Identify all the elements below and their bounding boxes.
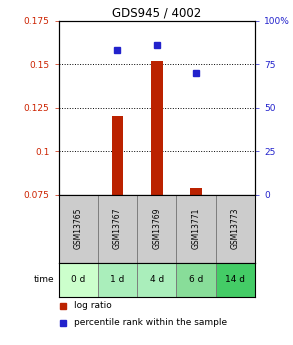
Text: 14 d: 14 d [225, 275, 245, 285]
Text: percentile rank within the sample: percentile rank within the sample [74, 318, 227, 327]
Bar [176, 195, 216, 263]
Bar [137, 195, 176, 263]
Text: GSM13765: GSM13765 [74, 208, 83, 249]
Text: 1 d: 1 d [110, 275, 125, 285]
Text: 0 d: 0 d [71, 275, 86, 285]
Bar [59, 263, 98, 297]
Bar [98, 263, 137, 297]
Bar [59, 195, 98, 263]
Bar [216, 195, 255, 263]
Text: log ratio: log ratio [74, 301, 112, 310]
Text: GSM13773: GSM13773 [231, 208, 240, 249]
Text: GSM13771: GSM13771 [192, 208, 200, 249]
Bar [216, 263, 255, 297]
Bar [190, 188, 202, 195]
Bar [176, 263, 216, 297]
Bar [112, 116, 123, 195]
Bar [137, 263, 176, 297]
Text: GSM13769: GSM13769 [152, 208, 161, 249]
Text: 4 d: 4 d [150, 275, 164, 285]
Text: 6 d: 6 d [189, 275, 203, 285]
Text: time: time [34, 275, 55, 285]
Text: GSM13767: GSM13767 [113, 208, 122, 249]
Bar [151, 61, 163, 195]
Bar [98, 195, 137, 263]
Title: GDS945 / 4002: GDS945 / 4002 [112, 7, 201, 20]
